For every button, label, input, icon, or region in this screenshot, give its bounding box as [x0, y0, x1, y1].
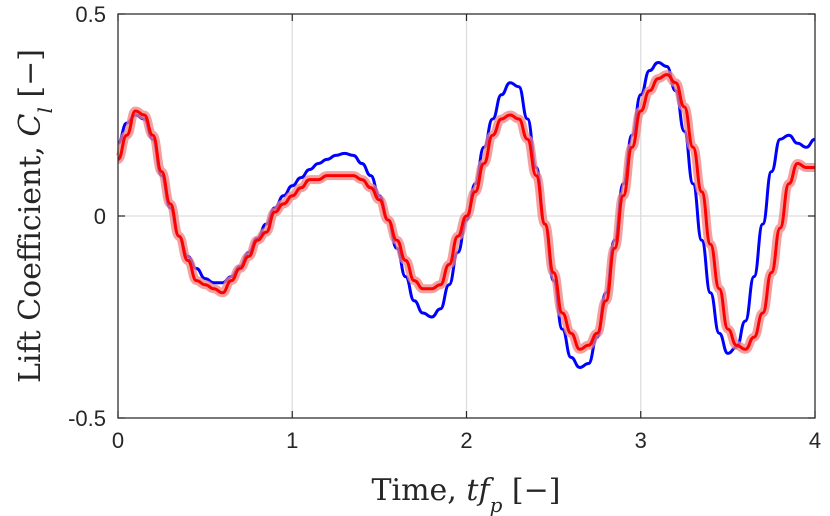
y-axis-title: Lift Coefficient, Cl [−]: [13, 49, 57, 383]
x-tick-label: 0: [112, 428, 124, 453]
x-tick-label: 2: [460, 428, 472, 453]
series-layer: [115, 61, 816, 369]
measured-series-line: [117, 73, 815, 351]
y-tick-label: -0.5: [68, 406, 106, 431]
x-tick-label: 1: [286, 428, 298, 453]
y-tick-label: 0.5: [75, 2, 106, 27]
y-tick-label: 0: [94, 204, 106, 229]
x-tick-labels: 0 1 2 3 4: [112, 428, 821, 453]
x-tick-label: 4: [809, 428, 821, 453]
y-tick-labels: -0.5 0 0.5: [68, 2, 106, 431]
x-tick-label: 3: [635, 428, 647, 453]
x-axis-title: Time, tfp [−]: [372, 473, 561, 516]
tick-marks: [117, 13, 816, 419]
